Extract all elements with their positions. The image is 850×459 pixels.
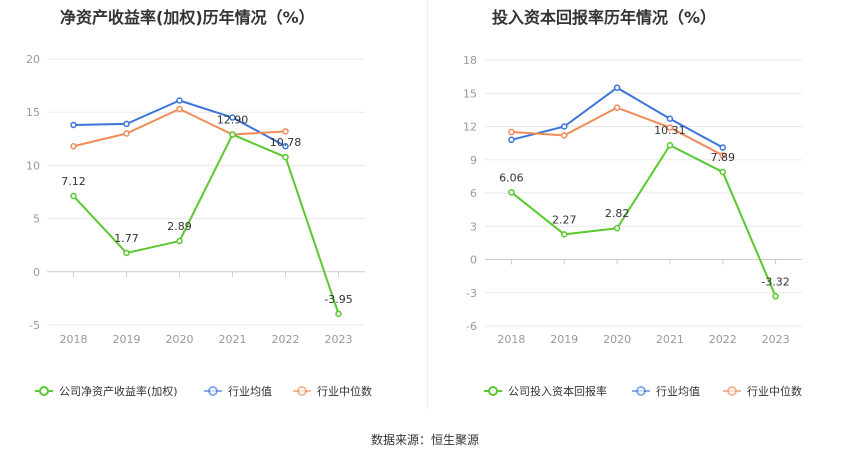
data-point	[282, 142, 289, 150]
legend-item: 公司净资产收益率(加权)	[35, 384, 178, 398]
x-tick-label: 2021	[656, 333, 684, 346]
x-tick-label: 2019	[550, 333, 578, 346]
y-tick-label: 0	[470, 254, 477, 267]
data-label: 12.90	[217, 114, 249, 127]
chart-roic: -6 -3 0 3 6 9 12 15 18 2018 2019 2020 2021 2022 2023 6.…	[463, 54, 802, 398]
x-tick-label: 2022	[709, 333, 737, 346]
y-tick-label: 3	[470, 220, 477, 233]
x-tick-label: 2020	[603, 333, 631, 346]
data-label: 7.12	[61, 175, 86, 188]
y-tick-label: 20	[26, 53, 40, 66]
data-point	[719, 144, 726, 151]
data-label: 2.82	[605, 207, 630, 220]
x-tick-label: 2018	[60, 333, 88, 346]
legend-label: 行业中位数	[317, 384, 372, 398]
data-label: 1.77	[114, 232, 139, 245]
data-label: -3.32	[761, 275, 789, 288]
data-point	[772, 293, 779, 300]
data-point	[508, 128, 515, 136]
legend-item: 行业中位数	[293, 384, 372, 398]
data-label: 10.31	[654, 124, 686, 137]
y-tick-label: 9	[470, 154, 477, 167]
data-point	[70, 121, 77, 129]
y-tick-label: 15	[26, 106, 40, 119]
legend-label: 行业中位数	[747, 384, 802, 398]
data-point	[123, 130, 130, 137]
y-tick-label: 0	[33, 266, 40, 279]
data-source: 数据来源：恒生聚源	[370, 433, 479, 447]
series-line	[72, 133, 340, 315]
series-line	[73, 108, 286, 148]
data-point	[123, 249, 130, 257]
legend-label: 行业均值	[656, 385, 700, 398]
data-point	[70, 142, 77, 150]
data-point	[176, 105, 183, 113]
legend-label: 公司净资产收益率(加权)	[59, 384, 178, 398]
data-point	[666, 115, 674, 122]
legend-item: 行业均值	[632, 385, 700, 398]
data-point	[666, 141, 674, 149]
data-point	[335, 310, 342, 318]
legend-swatch-marker	[297, 386, 307, 396]
legend-item: 行业均值	[204, 385, 272, 398]
data-point	[561, 123, 568, 130]
y-tick-label: 15	[463, 87, 477, 100]
y-tick-label: 5	[33, 213, 40, 226]
data-point	[70, 192, 77, 200]
y-tick-label: -5	[29, 319, 40, 332]
data-label: 2.89	[167, 220, 192, 233]
data-label: -3.95	[324, 293, 352, 306]
x-tick-label: 2018	[497, 333, 525, 346]
y-tick-label: 12	[463, 121, 477, 134]
data-point	[666, 124, 674, 131]
legend-label: 行业均值	[228, 385, 272, 398]
y-tick-label: 18	[463, 54, 477, 67]
data-label: 10.78	[270, 136, 302, 149]
chart-title-roe: 净资产收益率(加权)历年情况（%）	[60, 8, 315, 27]
data-point	[508, 136, 515, 144]
legend-label: 公司投入资本回报率	[508, 384, 607, 398]
y-tick-label: 10	[26, 159, 40, 172]
data-label: 2.27	[552, 213, 577, 226]
data-point	[123, 120, 130, 128]
data-point	[613, 104, 621, 111]
data-point	[613, 84, 621, 91]
x-tick-label: 2022	[272, 333, 300, 346]
data-label: 6.06	[499, 171, 524, 184]
data-point	[229, 131, 236, 138]
data-point	[282, 153, 289, 161]
panel-divider	[427, 0, 428, 410]
chart-title-roic: 投入资本回报率历年情况（%）	[492, 8, 717, 27]
data-point	[613, 224, 621, 232]
y-tick-label: -3	[466, 287, 477, 300]
data-point	[176, 237, 183, 245]
x-tick-label: 2023	[325, 333, 353, 346]
legend-swatch-marker	[488, 386, 498, 396]
y-tick-label: 6	[470, 187, 477, 200]
data-point	[561, 132, 568, 139]
legend-swatch-marker	[208, 386, 218, 396]
legend-swatch-marker	[39, 386, 49, 396]
data-point	[282, 128, 289, 135]
chart-roe: -5 0 5 10 15 20 2018 2019 2020 2021 2022 2023 7.12 1.…	[26, 53, 372, 398]
legend-swatch-marker	[727, 386, 737, 396]
data-point	[719, 168, 726, 176]
legend-swatch-marker	[636, 386, 646, 396]
data-point	[561, 231, 568, 238]
y-tick-label: -6	[466, 320, 477, 333]
legend-item: 公司投入资本回报率	[484, 384, 607, 398]
x-tick-label: 2021	[219, 333, 247, 346]
data-label: 7.89	[711, 151, 736, 164]
x-tick-label: 2019	[113, 333, 141, 346]
data-point	[719, 152, 726, 159]
series-line	[510, 144, 777, 297]
legend-item: 行业中位数	[723, 384, 802, 398]
x-tick-label: 2020	[166, 333, 194, 346]
data-point	[508, 189, 515, 196]
data-point	[229, 114, 236, 121]
x-tick-label: 2023	[762, 333, 790, 346]
data-point	[176, 97, 183, 104]
